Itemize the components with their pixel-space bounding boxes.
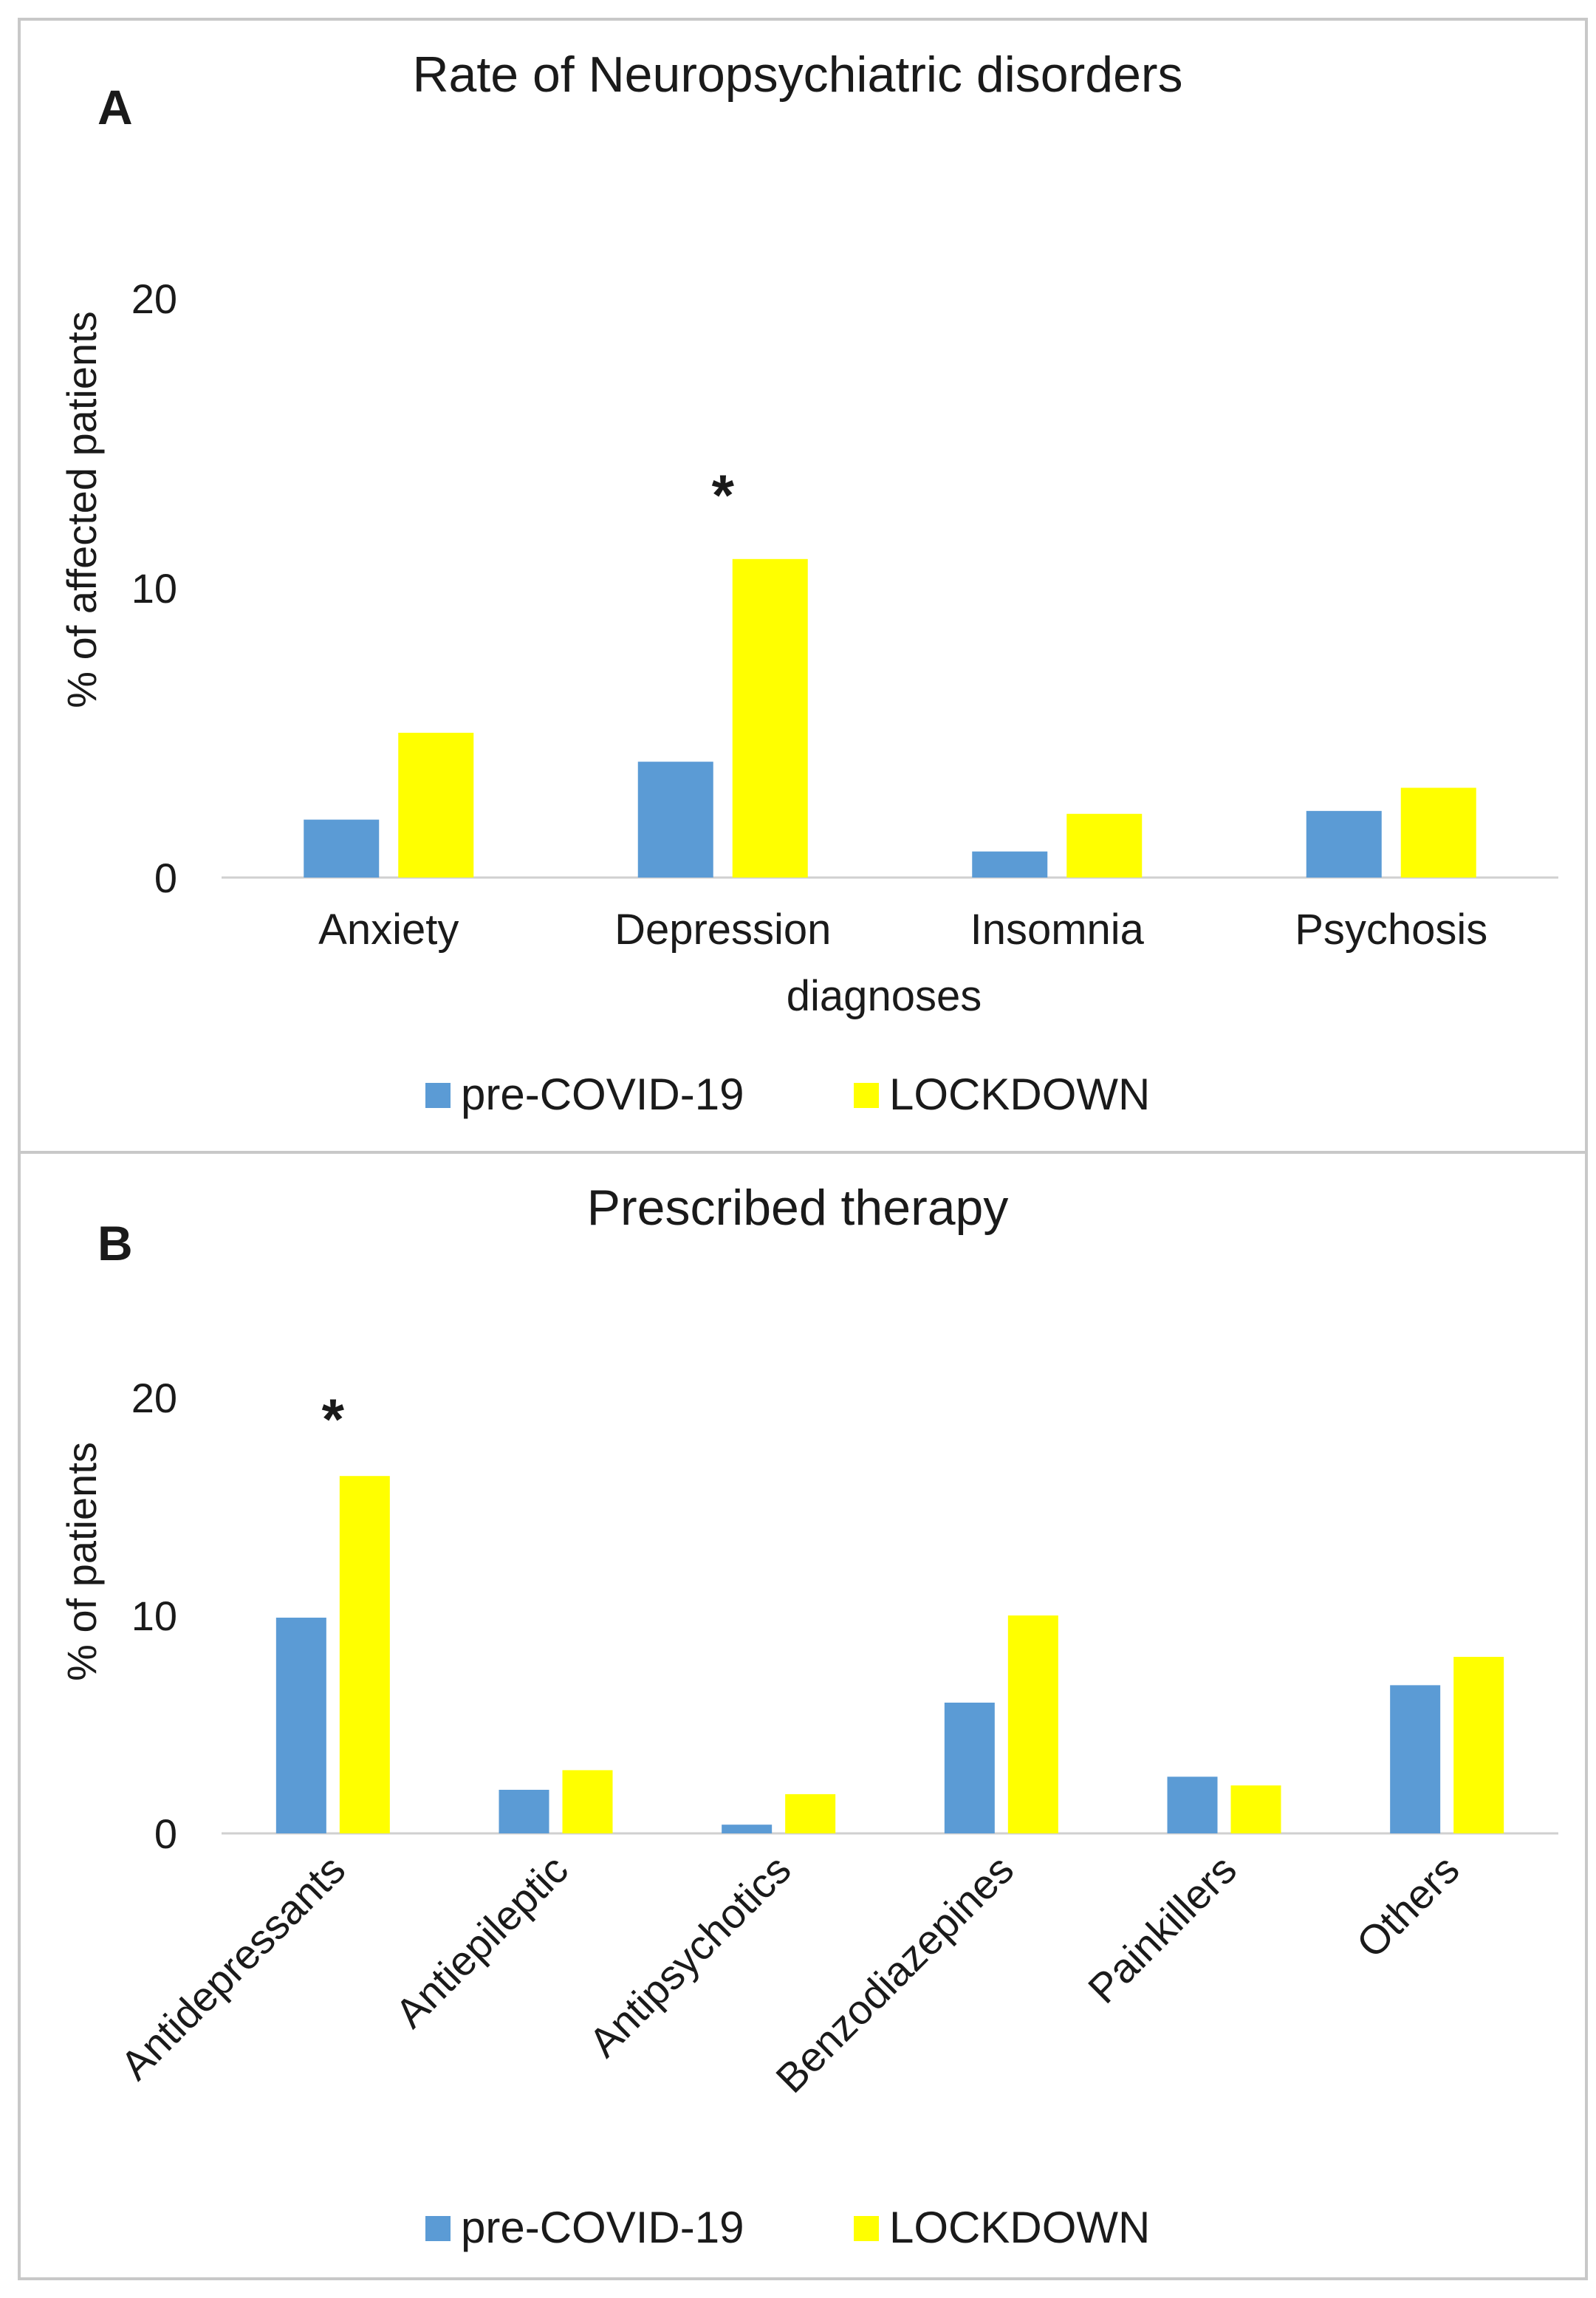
- bar-pre-covid-19-painkillers: [1167, 1776, 1218, 1833]
- y-tick-label: 0: [154, 1810, 177, 1857]
- significance-marker-depression: *: [712, 462, 735, 527]
- legend-b-lockdown-swatch: [854, 2216, 879, 2241]
- bar-pre-covid-19-psychosis: [1306, 810, 1382, 878]
- legend-a-lockdown-swatch: [854, 1083, 879, 1108]
- panel-b-label: B: [97, 1216, 133, 1271]
- panel-b-plot: 0 10 20 Antidepressants * Antiepileptic Antips…: [112, 1375, 1558, 2102]
- bar-lockdown-others: [1453, 1657, 1504, 1833]
- category-label-insomnia: Insomnia: [970, 906, 1145, 954]
- category-label-painkillers: Painkillers: [1079, 1846, 1245, 2012]
- panel-a-legend: pre-COVID-19 LOCKDOWN: [425, 1070, 1150, 1119]
- category-label-antidepressants: Antidepressants: [112, 1846, 355, 2089]
- category-label-others: Others: [1347, 1846, 1467, 1966]
- bar-pre-covid-19-depression: [637, 762, 713, 878]
- bar-lockdown-anxiety: [398, 733, 474, 878]
- bar-lockdown-antiepileptic: [562, 1770, 613, 1833]
- significance-marker-antidepressants: *: [322, 1386, 345, 1451]
- bar-pre-covid-19-antidepressants: [275, 1617, 326, 1833]
- panel-b-legend: pre-COVID-19 LOCKDOWN: [425, 2203, 1150, 2252]
- bar-lockdown-insomnia: [1066, 813, 1143, 878]
- y-tick-label: 10: [131, 565, 177, 612]
- panel-b-frame: [18, 1151, 1588, 2280]
- category-label-antipsychotics: Antipsychotics: [580, 1846, 800, 2066]
- panel-a-x-axis-label: diagnoses: [787, 972, 982, 1020]
- bar-lockdown-painkillers: [1230, 1785, 1281, 1833]
- panel-a-plot: 0 10 20 Anxiety Depression * Insomnia Psychosis: [131, 276, 1558, 954]
- bar-lockdown-benzodiazepines: [1007, 1615, 1058, 1833]
- category-label-benzodiazepines: Benzodiazepines: [767, 1846, 1022, 2102]
- y-tick-label: 0: [154, 855, 177, 901]
- category-label-antiepileptic: Antiepileptic: [386, 1846, 577, 2037]
- panel-a-title: Rate of Neuropsychiatric disorders: [412, 47, 1182, 103]
- legend-b-pre-label: pre-COVID-19: [461, 2203, 744, 2252]
- bar-lockdown-depression: [732, 558, 808, 878]
- legend-a-pre-swatch: [425, 1083, 451, 1108]
- legend-b-lockdown-label: LOCKDOWN: [889, 2203, 1150, 2252]
- panel-b-title: Prescribed therapy: [587, 1180, 1009, 1236]
- bar-pre-covid-19-benzodiazepines: [944, 1703, 995, 1833]
- y-tick-label: 20: [131, 1375, 177, 1421]
- bar-pre-covid-19-anxiety: [304, 819, 380, 878]
- bar-lockdown-antidepressants: [339, 1476, 390, 1833]
- legend-b-pre-swatch: [425, 2216, 451, 2241]
- category-label-psychosis: Psychosis: [1295, 906, 1487, 954]
- bar-lockdown-psychosis: [1400, 787, 1476, 878]
- bar-pre-covid-19-antiepileptic: [499, 1790, 549, 1833]
- legend-a-lockdown-label: LOCKDOWN: [889, 1070, 1150, 1119]
- panel-a-y-axis-label: % of affected patients: [58, 311, 105, 708]
- category-label-depression: Depression: [614, 906, 831, 954]
- category-label-anxiety: Anxiety: [318, 906, 459, 954]
- bar-pre-covid-19-insomnia: [972, 851, 1048, 878]
- legend-a-pre-label: pre-COVID-19: [461, 1070, 744, 1119]
- y-tick-label: 20: [131, 276, 177, 322]
- bar-lockdown-antipsychotics: [785, 1793, 836, 1833]
- panel-b-y-axis-label: % of patients: [58, 1442, 105, 1681]
- bar-pre-covid-19-others: [1390, 1685, 1441, 1833]
- bar-pre-covid-19-antipsychotics: [722, 1825, 773, 1833]
- y-tick-label: 10: [131, 1593, 177, 1639]
- panel-a-label: A: [97, 80, 133, 134]
